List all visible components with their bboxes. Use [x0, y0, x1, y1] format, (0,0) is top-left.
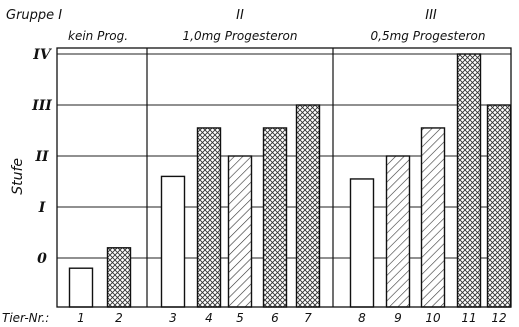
bar-tier-11 [456, 53, 482, 308]
x-tick-label: 2 [115, 311, 123, 325]
x-tick-label: 11 [461, 311, 476, 325]
group-subtitle: 1,0mg Progesteron [183, 29, 298, 43]
bar-tier-4 [196, 127, 222, 308]
bar-tier-9 [385, 155, 411, 308]
bar-tier-2 [106, 247, 132, 308]
y-axis-label: Stufe [10, 158, 26, 195]
x-axis-prefix: Tier-Nr.: [2, 311, 49, 325]
plot-frame [56, 47, 512, 308]
x-tick-label: 12 [491, 311, 506, 325]
group-title: II [236, 8, 244, 23]
x-tick-label: 1 [77, 311, 85, 325]
group-title: III [425, 8, 437, 23]
x-tick-label: 5 [236, 311, 244, 325]
bar-tier-10 [420, 127, 446, 308]
bar-tier-1 [68, 267, 94, 308]
x-tick-label: 10 [425, 311, 441, 325]
group-title: Gruppe I [6, 8, 62, 23]
bar-tier-5 [227, 155, 253, 308]
bar-tier-12 [486, 104, 512, 308]
bar-tier-8 [349, 178, 375, 308]
x-tick-label: 4 [205, 311, 213, 325]
group-subtitle: 0,5mg Progesteron [371, 29, 486, 43]
bar-tier-6 [262, 127, 288, 308]
group-subtitle: kein Prog. [68, 29, 128, 43]
y-tick-label: IV [32, 47, 53, 63]
y-tick-label: 0 [37, 251, 47, 267]
bar-tier-7 [295, 104, 321, 308]
y-tick-label: III [31, 98, 52, 114]
x-tick-label: 9 [394, 311, 402, 325]
x-tick-label: 8 [358, 311, 366, 325]
x-tick-label: 7 [304, 311, 312, 325]
y-tick-label: II [34, 149, 49, 165]
x-tick-label: 6 [271, 311, 279, 325]
bar-tier-3 [160, 175, 186, 308]
x-tick-label: 3 [169, 311, 177, 325]
y-tick-label: I [38, 200, 46, 216]
